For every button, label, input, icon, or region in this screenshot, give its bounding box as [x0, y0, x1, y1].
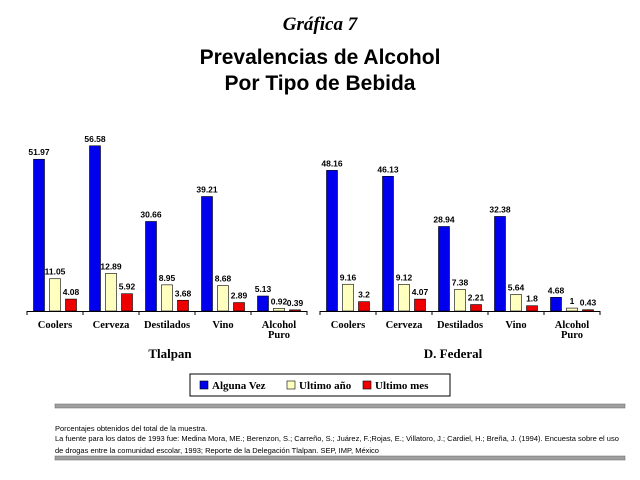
data-label: 2.21 — [468, 293, 485, 303]
bar — [273, 308, 285, 312]
data-label: 8.68 — [215, 274, 232, 284]
data-label: 56.58 — [84, 134, 106, 144]
legend-label: Alguna Vez — [212, 380, 266, 392]
data-label: 51.97 — [28, 147, 50, 157]
category-label: Cerveza — [386, 320, 423, 331]
footnote-line1: Porcentajes obtenidos del total de la mu… — [55, 424, 208, 433]
bar — [161, 284, 173, 312]
bar — [105, 273, 117, 312]
data-label: 12.89 — [100, 261, 122, 271]
chart-title-line1: Prevalencias de Alcohol — [199, 46, 441, 69]
data-label: 32.38 — [489, 204, 511, 214]
bar — [49, 278, 61, 312]
data-label: 9.16 — [340, 272, 357, 282]
bar — [177, 299, 189, 312]
graph-number-label: Gráfica 7 — [282, 14, 358, 35]
separator-bar — [54, 455, 626, 461]
data-label: 2.89 — [231, 291, 248, 301]
category-label: Alcohol Puro — [555, 320, 590, 341]
legend-swatch — [286, 380, 296, 390]
category-label: Coolers — [331, 320, 365, 331]
bar — [233, 302, 245, 312]
data-label: 0.43 — [580, 298, 597, 308]
separator-bar — [54, 403, 626, 409]
category-label: Destilados — [437, 320, 483, 331]
data-label: 5.92 — [119, 282, 136, 292]
category-label: Destilados — [144, 320, 190, 331]
group-label: D. Federal — [424, 346, 483, 361]
bar — [342, 283, 354, 312]
data-label: 3.2 — [358, 290, 370, 300]
bar — [438, 226, 450, 312]
data-label: 48.16 — [321, 158, 343, 168]
data-label: 8.95 — [159, 273, 176, 283]
data-label: 5.64 — [508, 283, 525, 293]
category-label: Vino — [212, 320, 233, 331]
data-label: 0.39 — [287, 298, 304, 308]
data-label: 5.13 — [255, 284, 272, 294]
bar — [33, 158, 45, 312]
bar — [89, 145, 101, 312]
data-label: 28.94 — [433, 214, 455, 224]
category-label: Alcohol Puro — [262, 320, 297, 341]
bar — [550, 297, 562, 312]
footnote-line2: La fuente para los datos de 1993 fue: Me… — [55, 434, 619, 455]
bar — [145, 221, 157, 312]
category-label: Coolers — [38, 320, 72, 331]
legend-swatch — [362, 380, 372, 390]
data-label: 7.38 — [452, 277, 469, 287]
data-label: 4.08 — [63, 287, 80, 297]
bar — [470, 304, 482, 312]
bar — [257, 295, 269, 312]
legend-label: Ultimo mes — [375, 380, 429, 392]
chart-title-line2: Por Tipo de Bebida — [224, 72, 416, 95]
data-label: 3.68 — [175, 288, 192, 298]
data-label: 46.13 — [377, 164, 399, 174]
data-label: 1 — [570, 296, 575, 306]
bar — [566, 307, 578, 312]
data-label: 1.8 — [526, 294, 538, 304]
data-label: 11.05 — [45, 267, 66, 277]
bar — [582, 309, 594, 312]
data-label: 4.68 — [548, 285, 565, 295]
category-label: Vino — [505, 320, 526, 331]
data-label: 30.66 — [140, 209, 162, 219]
data-label: 9.12 — [396, 272, 413, 282]
bar — [398, 284, 410, 312]
data-label: 0.92 — [271, 296, 288, 306]
bar — [217, 285, 229, 312]
data-label: 39.21 — [196, 185, 218, 195]
legend-swatch — [199, 380, 209, 390]
bar — [121, 293, 133, 312]
bar — [494, 216, 506, 312]
legend-label: Ultimo año — [299, 380, 352, 392]
bar — [289, 309, 301, 312]
bar — [414, 298, 426, 312]
bar — [201, 196, 213, 312]
bar — [510, 294, 522, 312]
bar — [326, 170, 338, 312]
legend-box — [189, 373, 451, 397]
category-label: Cerveza — [93, 320, 130, 331]
data-label: 4.07 — [412, 287, 429, 297]
bar — [65, 298, 77, 312]
bar — [382, 176, 394, 312]
bar — [454, 289, 466, 312]
group-label: Tlalpan — [148, 346, 192, 361]
bar — [358, 301, 370, 312]
bar — [526, 305, 538, 312]
